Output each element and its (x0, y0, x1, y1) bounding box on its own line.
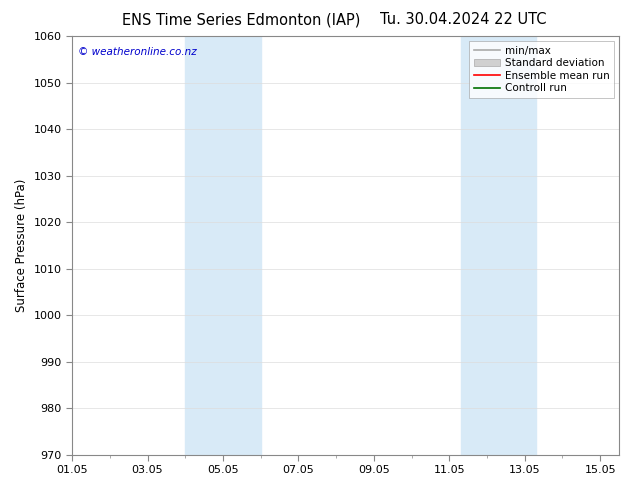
Bar (460, 36, 536, 455)
Text: ENS Time Series Edmonton (IAP): ENS Time Series Edmonton (IAP) (122, 12, 360, 27)
Legend: min/max, Standard deviation, Ensemble mean run, Controll run: min/max, Standard deviation, Ensemble me… (469, 41, 614, 98)
Text: Tu. 30.04.2024 22 UTC: Tu. 30.04.2024 22 UTC (380, 12, 546, 27)
Y-axis label: Surface Pressure (hPa): Surface Pressure (hPa) (15, 179, 28, 312)
Bar (185, 36, 261, 455)
Text: © weatheronline.co.nz: © weatheronline.co.nz (77, 47, 197, 57)
